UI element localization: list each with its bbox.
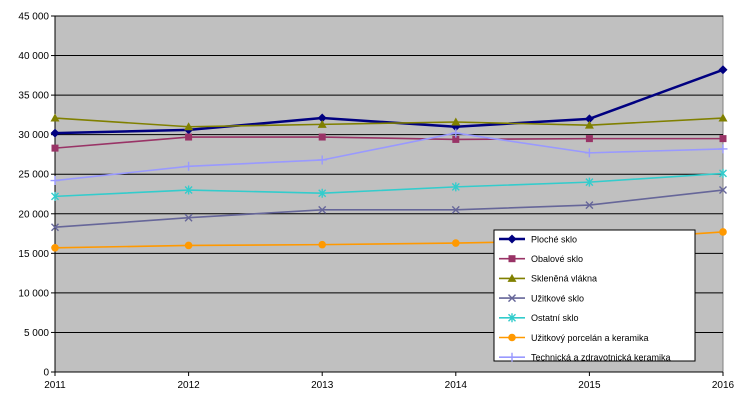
legend-item: Užitkové sklo xyxy=(499,293,584,303)
legend: Ploché sklo Obalové sklo Skleněná vlákna Už… xyxy=(493,229,696,363)
legend-label: Ploché sklo xyxy=(531,234,577,244)
data-point xyxy=(719,168,727,178)
series-line xyxy=(54,132,724,182)
legend-marker xyxy=(507,273,517,282)
legend-item: Obalové sklo xyxy=(499,254,583,264)
y-tick-label: 40 000 xyxy=(18,51,49,62)
data-point xyxy=(451,182,460,192)
x-axis: 2011 2012 2013 2014 2015 2016 xyxy=(44,371,735,391)
x-tick-label: 2013 xyxy=(311,380,334,391)
x-tick-label: 2014 xyxy=(445,380,468,391)
data-point xyxy=(184,241,193,250)
series-5 xyxy=(51,168,727,201)
data-point xyxy=(718,144,728,154)
series-2 xyxy=(51,133,727,152)
y-tick-label: 30 000 xyxy=(18,130,49,141)
y-tick-label: 20 000 xyxy=(18,209,49,220)
data-point xyxy=(719,186,727,195)
y-tick-label: 25 000 xyxy=(18,170,49,181)
data-point xyxy=(51,144,59,152)
legend-label: Ostatní sklo xyxy=(531,313,579,323)
legend-marker xyxy=(507,352,517,362)
series-3 xyxy=(50,113,728,131)
data-point xyxy=(184,213,193,222)
x-tick-label: 2012 xyxy=(177,380,200,391)
x-tick-label: 2015 xyxy=(578,380,601,391)
data-point xyxy=(184,161,194,171)
data-point xyxy=(317,113,327,123)
series-line xyxy=(54,189,724,229)
data-point xyxy=(317,119,327,128)
data-point xyxy=(318,240,327,249)
data-point xyxy=(452,135,460,143)
legend-item: Skleněná vlákna xyxy=(499,274,597,284)
y-tick-label: 15 000 xyxy=(18,249,49,260)
y-axis: 0 5 000 10 000 15 000 20 000 25 000 30 000 35 0… xyxy=(18,12,56,379)
data-point xyxy=(51,223,59,232)
data-point xyxy=(317,155,327,165)
data-point xyxy=(184,185,193,195)
data-point xyxy=(451,128,461,138)
legend-label: Užitkové sklo xyxy=(531,293,584,303)
legend-label: Obalové sklo xyxy=(531,254,583,264)
data-point xyxy=(50,176,60,186)
legend-marker xyxy=(508,333,516,342)
data-point xyxy=(51,191,59,201)
series-4 xyxy=(51,186,727,232)
legend-label: Užitkový porcelán a keramika xyxy=(531,333,649,343)
data-point xyxy=(318,205,327,214)
data-point xyxy=(318,133,326,141)
legend-marker xyxy=(508,313,516,323)
legend-marker xyxy=(508,255,516,263)
data-point xyxy=(50,128,60,138)
data-point xyxy=(585,201,594,210)
data-point xyxy=(451,117,461,126)
legend-marker xyxy=(507,234,517,244)
data-point xyxy=(584,148,594,158)
data-point xyxy=(719,228,727,236)
data-point xyxy=(451,205,460,214)
y-tick-label: 0 xyxy=(43,368,49,379)
data-point xyxy=(718,113,728,122)
data-point xyxy=(51,243,59,252)
legend-box xyxy=(493,229,696,362)
legend-item: Užitkový porcelán a keramika xyxy=(499,333,649,343)
series-line xyxy=(54,117,724,128)
y-tick-label: 10 000 xyxy=(18,288,49,299)
legend-item: Ploché sklo xyxy=(499,234,577,244)
y-tick-label: 35 000 xyxy=(18,91,49,102)
legend-label: Skleněná vlákna xyxy=(531,274,597,284)
data-point xyxy=(184,122,194,131)
data-point xyxy=(452,239,460,247)
data-point xyxy=(318,188,327,198)
series-line xyxy=(54,172,724,198)
data-point xyxy=(718,65,728,75)
legend-item: Technická a zdravotnická keramika xyxy=(499,353,671,363)
series-line xyxy=(54,136,723,149)
legend-item: Ostatní sklo xyxy=(499,313,579,323)
data-point xyxy=(584,120,594,129)
data-point xyxy=(584,114,594,124)
y-tick-label: 5 000 xyxy=(24,328,49,339)
series-7 xyxy=(50,128,728,186)
legend-label: Technická a zdravotnická keramika xyxy=(531,353,671,363)
data-point xyxy=(585,135,593,143)
legend-marker xyxy=(508,294,516,303)
data-point xyxy=(585,177,594,187)
y-tick-label: 45 000 xyxy=(18,12,49,23)
data-point xyxy=(719,135,727,143)
data-point xyxy=(185,133,193,141)
series-group xyxy=(50,65,728,252)
x-tick-label: 2016 xyxy=(712,380,735,391)
x-tick-label: 2011 xyxy=(44,380,66,391)
data-point xyxy=(50,113,60,122)
